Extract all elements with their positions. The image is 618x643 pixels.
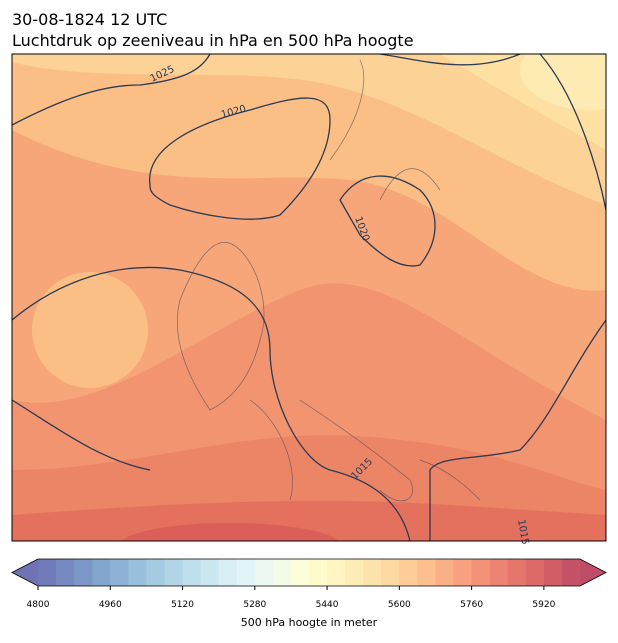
colorbar-band [435,559,455,586]
coastline [177,59,481,502]
colorbar-tick-label: 5280 [243,600,266,610]
map-frame [11,53,607,542]
colorbar-tick-label: 5440 [316,600,339,610]
colorbar-outline [11,558,607,587]
colorbar-band [236,559,256,586]
colorbar-band [254,559,274,586]
colorbar-band [200,559,220,586]
colorbar-label: 500 hPa hoogte in meter [241,616,378,629]
colorbar-band [182,559,202,586]
isobar [12,54,211,126]
colorbar-band [507,559,527,586]
colorbar-band [272,559,292,586]
isobar [12,319,606,541]
colorbar-band [290,559,310,586]
field [520,54,606,110]
colorbar-tick-label: 4960 [99,600,122,610]
colorbar-band [56,559,75,586]
colorbar-tick-label: 5600 [388,600,411,610]
field [32,272,148,388]
date: 30-08-1824 12 UTC [12,10,167,29]
colorbar-band [164,559,184,586]
colorbar-tick-label: 5760 [460,600,483,610]
isobar [12,266,411,541]
field [121,523,339,541]
colorbar-band [110,559,129,586]
colorbar-band [543,559,563,586]
colorbar-band [38,559,57,586]
colorbar-tick-label: 5120 [171,600,194,610]
map [12,54,606,541]
colorbar-extend [12,559,38,586]
colorbar-band [92,559,111,586]
colorbar-band [74,559,93,586]
colorbar-tick-label: 5920 [532,600,555,610]
colorbar-band [128,559,147,586]
colorbar-extend [580,559,606,586]
colorbar-band [417,559,436,586]
colorbar-band [561,559,581,586]
colorbar-band [363,559,382,586]
colorbar-tick-label: 4800 [27,600,50,610]
isobar [379,54,606,211]
colorbar-band [381,559,400,586]
colorbar-band [471,559,491,586]
colorbar-band [327,559,346,586]
title: Luchtdruk op zeeniveau in hPa en 500 hPa… [12,31,414,50]
colorbar-band [489,559,509,586]
colorbar-band [345,559,364,586]
field [12,54,606,205]
colorbar: 4800 4960 5120 5280 5440 5600 5760 5920 [11,558,607,610]
colorbar-band [146,559,165,586]
colorbar-band [399,559,418,586]
isobar [339,175,436,267]
colorbar-band [453,559,473,586]
colorbar-band [525,559,545,586]
isobar [149,97,331,220]
isobar-label: 1015 [515,519,530,546]
colorbar-band [218,559,238,586]
colorbar-band [309,559,328,586]
